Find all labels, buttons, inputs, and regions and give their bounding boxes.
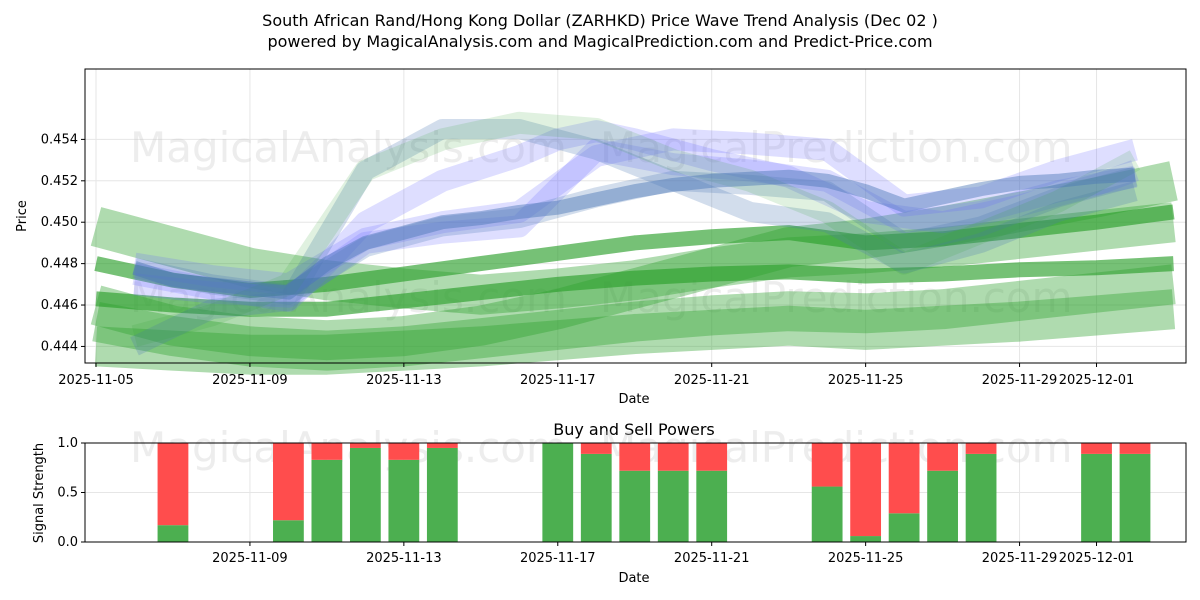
price-axes-frame	[84, 68, 1187, 364]
price-gridlines	[85, 69, 1186, 363]
price-x-tick-label: 2025-11-05	[58, 373, 134, 388]
price-x-tick-label: 2025-11-21	[674, 373, 750, 388]
price-series-line-10	[130, 119, 1138, 356]
watermark-prediction-top: MagicalPrediction.com	[600, 123, 1073, 172]
buy-bar	[965, 453, 997, 542]
sell-bar	[580, 443, 612, 454]
sell-bar	[311, 443, 343, 460]
buy-bar	[157, 525, 189, 542]
price-x-tick-label: 2025-11-13	[366, 373, 442, 388]
buy-bar	[888, 513, 920, 542]
sell-bar	[157, 443, 189, 526]
price-series-line-13	[132, 167, 1136, 300]
sell-bar	[273, 443, 304, 521]
power-y-ticks: 0.0 0.5 1.0	[57, 436, 85, 550]
price-x-tick-label: 2025-11-25	[828, 373, 904, 388]
power-x-tick-label: 2025-11-09	[212, 551, 288, 566]
sell-bar	[927, 443, 958, 471]
price-series-line-12	[131, 111, 1141, 347]
price-y-tick-label: 0.452	[41, 174, 78, 189]
price-x-tick-label: 2025-11-17	[520, 373, 596, 388]
price-y-tick-label: 0.448	[41, 257, 78, 272]
sell-bar	[850, 443, 882, 537]
buy-bar	[580, 453, 612, 542]
figure-title-line2: powered by MagicalAnalysis.com and Magic…	[267, 32, 932, 51]
watermark-analysis-top: MagicalAnalysis.com	[130, 123, 567, 172]
price-series-line-11	[132, 167, 1138, 305]
power-chart: Buy and Sell Powers MagicalAnalysis.com …	[32, 420, 1187, 586]
buy-bar	[927, 470, 958, 542]
price-x-ticks: 2025-11-05 2025-11-09 2025-11-13 2025-11-17…	[58, 363, 1134, 388]
sell-bar	[619, 443, 651, 471]
buy-bar	[1119, 453, 1151, 542]
price-series-line-7	[132, 120, 1139, 312]
power-x-ticks: 2025-11-09 2025-11-13 2025-11-17 2025-11-21…	[212, 542, 1134, 566]
power-x-tick-label: 2025-12-01	[1059, 551, 1135, 566]
price-y-tick-label: 0.446	[41, 298, 78, 313]
power-x-axis-label: Date	[618, 571, 649, 586]
price-series-line-6	[95, 256, 1174, 317]
price-y-ticks: 0.444 0.446 0.448 0.450 0.452 0.454	[41, 132, 85, 354]
sell-bar	[388, 443, 420, 460]
power-chart-title: Buy and Sell Powers	[553, 420, 715, 439]
buy-bar	[311, 459, 343, 542]
price-y-tick-label: 0.454	[41, 132, 78, 147]
buy-bar	[426, 447, 458, 542]
price-chart: MagicalAnalysis.com MagicalPrediction.co…	[15, 68, 1187, 407]
buy-bar	[388, 459, 420, 542]
power-y-tick-label: 1.0	[57, 436, 78, 451]
price-x-tick-label: 2025-12-01	[1059, 373, 1135, 388]
power-x-tick-label: 2025-11-21	[674, 551, 750, 566]
sell-bar	[1119, 443, 1151, 454]
sell-bar	[426, 443, 458, 448]
buy-bar	[619, 470, 651, 542]
power-x-tick-label: 2025-11-13	[366, 551, 442, 566]
price-y-tick-label: 0.444	[41, 339, 78, 354]
price-series-group	[90, 111, 1178, 375]
price-x-tick-label: 2025-11-09	[212, 373, 288, 388]
power-x-tick-label: 2025-11-29	[982, 551, 1058, 566]
price-y-axis-label: Price	[15, 200, 30, 232]
price-series-line-8	[132, 128, 1138, 296]
price-series-line-2	[90, 161, 1178, 361]
sell-bar	[349, 443, 381, 448]
buy-bar	[657, 470, 689, 542]
price-y-tick-label: 0.450	[41, 215, 78, 230]
buy-bar	[811, 486, 843, 542]
buy-bar	[696, 470, 728, 542]
buy-bar	[349, 447, 381, 542]
price-x-axis-label: Date	[618, 392, 649, 407]
buy-bar	[273, 520, 304, 542]
sell-bar	[965, 443, 997, 454]
figure-title-line1: South African Rand/Hong Kong Dollar (ZAR…	[262, 11, 938, 30]
buy-bar	[542, 443, 574, 542]
buy-bar	[850, 536, 882, 542]
price-series-line-4	[94, 289, 1176, 375]
power-x-tick-label: 2025-11-17	[520, 551, 596, 566]
sell-bar	[811, 443, 843, 487]
sell-bar	[1081, 443, 1112, 454]
power-y-tick-label: 0.5	[57, 486, 78, 501]
buy-bar	[1081, 453, 1112, 542]
power-y-tick-label: 0.0	[57, 535, 78, 550]
power-y-axis-label: Signal Strength	[32, 443, 47, 543]
price-series-line-5	[94, 204, 1175, 298]
watermark-analysis-bottom: MagicalAnalysis.com	[130, 423, 567, 472]
sell-bar	[657, 443, 689, 471]
power-bars-group	[157, 443, 1151, 542]
price-series-line-3	[92, 264, 1176, 371]
sell-bar	[696, 443, 728, 471]
price-series-line-9	[133, 138, 1138, 308]
sell-bar	[888, 443, 920, 514]
price-x-tick-label: 2025-11-29	[982, 373, 1058, 388]
power-x-tick-label: 2025-11-25	[828, 551, 904, 566]
